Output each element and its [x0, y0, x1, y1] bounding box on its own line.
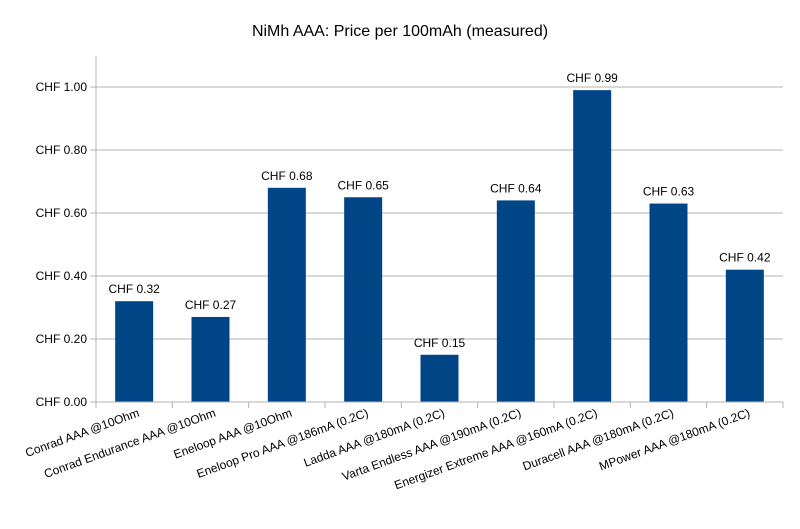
data-label: CHF 0.68 [261, 169, 313, 183]
bar [496, 200, 535, 402]
data-labels: CHF 0.32 CHF 0.27 CHF 0.68 CHF 0.65 CHF 0.15… [108, 71, 770, 350]
chart-title: NiMh AAA: Price per 100mAh (measured) [252, 23, 548, 40]
y-tick-label: CHF 0.60 [36, 206, 88, 220]
axes [95, 56, 784, 408]
data-label: CHF 0.63 [643, 185, 695, 199]
y-tick-label: CHF 1.00 [36, 80, 88, 94]
bar [649, 203, 688, 402]
bar [420, 354, 459, 402]
y-tick-label: CHF 0.00 [36, 395, 88, 409]
y-tick-label: CHF 0.20 [36, 332, 88, 346]
y-tick-label: CHF 0.40 [36, 269, 88, 283]
bar [344, 197, 383, 402]
data-label: CHF 0.27 [185, 298, 237, 312]
data-label: CHF 0.15 [414, 336, 466, 350]
bar [573, 90, 612, 403]
y-axis-ticks: CHF 0.00 CHF 0.20 CHF 0.40 CHF 0.60 CHF 0.80… [36, 80, 88, 409]
bar [115, 301, 154, 402]
data-label: CHF 0.64 [490, 181, 542, 195]
data-label: CHF 0.32 [108, 282, 160, 296]
x-tick-label: MPower AAA @180mA (0.2C) [597, 406, 752, 474]
bars [115, 90, 764, 403]
y-tick-label: CHF 0.80 [36, 143, 88, 157]
bar [725, 269, 764, 402]
bar [191, 316, 230, 402]
data-label: CHF 0.99 [566, 71, 618, 85]
data-label: CHF 0.42 [719, 251, 771, 265]
bar [267, 187, 306, 402]
data-label: CHF 0.65 [337, 178, 389, 192]
